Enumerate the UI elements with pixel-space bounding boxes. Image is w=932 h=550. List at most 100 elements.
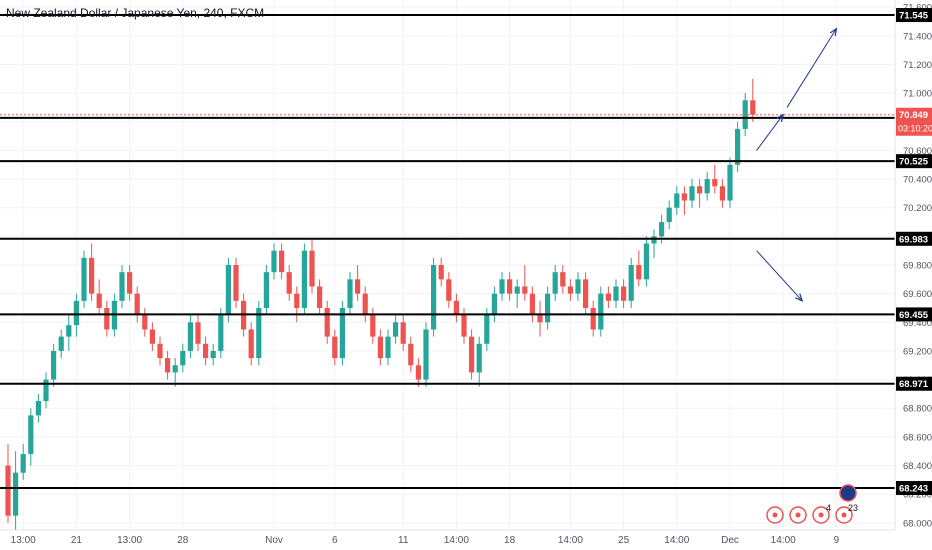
trend-arrows[interactable] bbox=[756, 29, 837, 301]
candle-body bbox=[149, 329, 155, 344]
trend-arrow[interactable] bbox=[756, 115, 784, 151]
candle-body bbox=[507, 279, 513, 294]
x-tick-label: 6 bbox=[332, 535, 338, 546]
candle-body bbox=[529, 293, 535, 316]
candle-body bbox=[89, 257, 95, 294]
candle-body bbox=[461, 315, 467, 337]
candle-body bbox=[408, 343, 414, 366]
y-tick-label: 69.400 bbox=[903, 318, 932, 329]
candle-body bbox=[560, 272, 566, 287]
candle-body bbox=[659, 222, 665, 237]
candle-body bbox=[522, 286, 528, 294]
level-price-tag: 68.243 bbox=[899, 484, 928, 495]
event-marker-dot bbox=[818, 512, 824, 518]
x-tick-label: 13:00 bbox=[117, 535, 142, 546]
y-tick-label: 69.800 bbox=[903, 261, 932, 272]
y-tick-label: 69.200 bbox=[903, 346, 932, 357]
event-markers[interactable]: 4 23 bbox=[766, 484, 858, 524]
x-tick-label: 25 bbox=[618, 535, 630, 546]
candle-body bbox=[727, 164, 733, 201]
current-price-tag-bg bbox=[896, 107, 932, 136]
trend-arrow[interactable] bbox=[756, 250, 803, 301]
y-tick-label: 71.400 bbox=[903, 31, 932, 42]
y-tick-label: 68.200 bbox=[903, 490, 932, 501]
level-price-tag-bg bbox=[896, 376, 932, 391]
candle-body bbox=[73, 300, 79, 326]
candle-body bbox=[317, 286, 323, 308]
event-marker-icon[interactable] bbox=[789, 506, 807, 524]
y-tick-label: 69.600 bbox=[903, 289, 932, 300]
candle-body bbox=[499, 279, 505, 294]
level-price-tag: 71.545 bbox=[899, 11, 929, 22]
level-price-tag: 69.455 bbox=[899, 310, 929, 321]
candle-body bbox=[66, 325, 72, 337]
candle-body bbox=[712, 179, 718, 187]
candle-body bbox=[583, 279, 589, 308]
candle-body bbox=[484, 315, 490, 344]
event-marker-icon[interactable] bbox=[766, 506, 784, 524]
time-axis[interactable]: 13:00 21 13:00 28 Nov 6 11 14:00 18 14:00 25 14:00 D… bbox=[11, 535, 840, 546]
candle-body bbox=[271, 250, 277, 273]
candle-body bbox=[248, 329, 254, 359]
y-tick-label: 71.000 bbox=[903, 89, 932, 100]
candle-body bbox=[20, 454, 26, 473]
candle-body bbox=[43, 379, 49, 402]
candle-body bbox=[187, 322, 193, 351]
level-price-tag-bg bbox=[896, 8, 932, 23]
candle-body bbox=[165, 358, 171, 373]
candle-body bbox=[431, 265, 437, 330]
flag-icon[interactable] bbox=[839, 484, 857, 502]
candle-body bbox=[628, 265, 634, 301]
level-price-tag-bg bbox=[896, 154, 932, 169]
candle-body bbox=[719, 186, 725, 201]
level-price-tag: 69.983 bbox=[899, 234, 928, 245]
candle-body bbox=[377, 336, 383, 359]
y-tick-label: 70.600 bbox=[903, 146, 932, 157]
candle-body bbox=[514, 286, 520, 294]
candle-body bbox=[35, 401, 41, 416]
candle-body bbox=[613, 286, 619, 301]
y-tick-label: 68.000 bbox=[903, 518, 932, 529]
candle-body bbox=[385, 336, 391, 359]
event-marker-dot bbox=[772, 512, 778, 518]
event-marker-icon[interactable] bbox=[812, 506, 830, 524]
level-price-tag-bg bbox=[896, 231, 932, 246]
y-tick-label: 70.200 bbox=[903, 203, 932, 214]
event-marker-icon[interactable] bbox=[835, 506, 853, 524]
candle-body bbox=[104, 307, 110, 330]
trend-arrow[interactable] bbox=[786, 29, 836, 108]
candle-body bbox=[400, 322, 406, 344]
candle-body bbox=[453, 300, 459, 316]
countdown-label: 03:10:20 bbox=[898, 124, 932, 134]
horizontal-levels[interactable] bbox=[0, 14, 895, 490]
candle-body bbox=[567, 286, 573, 294]
candle-body bbox=[218, 315, 224, 351]
candle-body bbox=[279, 250, 285, 273]
x-tick-label: 14:00 bbox=[771, 535, 796, 546]
candle-body bbox=[370, 315, 376, 337]
candle-body bbox=[697, 186, 703, 194]
candle-body bbox=[225, 265, 231, 316]
x-tick-label: Dec bbox=[721, 535, 739, 546]
candle-body bbox=[180, 350, 186, 366]
candle-body bbox=[469, 336, 475, 373]
candle-body bbox=[621, 286, 627, 301]
candle-body bbox=[689, 186, 695, 201]
candle-body bbox=[674, 193, 680, 208]
candle-body bbox=[96, 293, 102, 308]
candle-body bbox=[552, 272, 558, 294]
candles bbox=[5, 78, 756, 530]
event-count-4: 4 bbox=[826, 503, 831, 513]
candle-body bbox=[666, 207, 672, 223]
candle-body bbox=[210, 350, 216, 359]
candle-body bbox=[134, 293, 140, 316]
candle-body bbox=[476, 343, 482, 373]
x-tick-label: 9 bbox=[834, 535, 840, 546]
candle-body bbox=[545, 293, 551, 323]
x-tick-label: 13:00 bbox=[11, 535, 36, 546]
candle-body bbox=[309, 250, 315, 287]
x-tick-label: 11 bbox=[398, 535, 409, 546]
price-tags: 71.54570.82770.52569.98369.45568.97168.2… bbox=[896, 8, 932, 496]
